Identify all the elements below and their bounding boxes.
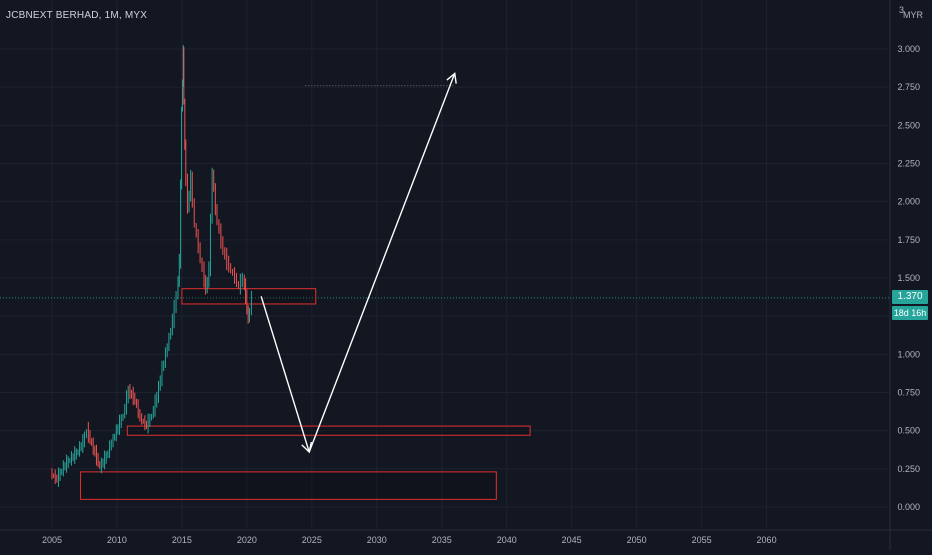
bar-countdown-badge: 18d 16h <box>892 306 928 320</box>
zone-box <box>80 471 497 500</box>
x-tick-label: 2005 <box>42 535 62 545</box>
projection-arrows <box>260 72 457 454</box>
x-tick-label: 2060 <box>757 535 777 545</box>
x-tick-label: 2025 <box>302 535 322 545</box>
y-tick-label: 1.500 <box>897 273 920 283</box>
y-tick-label: 0.000 <box>897 502 920 512</box>
y-tick-label: 1.750 <box>897 235 920 245</box>
projection-arrow-up <box>308 72 457 453</box>
y-tick-label: 3.000 <box>897 44 920 54</box>
y-tick-label: 0.500 <box>897 426 920 436</box>
price-series <box>51 45 252 487</box>
zone-box <box>181 288 317 305</box>
zone-box <box>126 425 531 436</box>
y-tick-label: 2.750 <box>897 82 920 92</box>
x-axis[interactable]: 2005 2010 2015 2020 2025 2030 2035 2040 2045 2050… <box>42 535 777 545</box>
x-tick-label: 2045 <box>562 535 582 545</box>
x-tick-label: 2035 <box>432 535 452 545</box>
y-tick-label: 2.500 <box>897 120 920 130</box>
annotation-boxes <box>80 85 531 500</box>
symbol-title: JCBNEXT BERHAD, 1M, MYX <box>6 10 148 21</box>
x-tick-label: 2050 <box>627 535 647 545</box>
last-price-badge: 1.370 <box>892 290 928 304</box>
y-tick-label: 2.250 <box>897 159 920 169</box>
x-tick-label: 2055 <box>692 535 712 545</box>
y-tick-label: 2.000 <box>897 197 920 207</box>
x-tick-label: 2015 <box>172 535 192 545</box>
x-tick-label: 2010 <box>107 535 127 545</box>
y-tick-label: 0.750 <box>897 388 920 398</box>
projection-arrow-down <box>260 296 313 454</box>
x-tick-label: 2040 <box>497 535 517 545</box>
y-tick-label-top: 3 <box>899 5 904 15</box>
y-tick-label: 0.250 <box>897 464 920 474</box>
y-axis[interactable]: 0.000 0.250 0.500 0.750 1.000 1.500 1.750 2.000… <box>897 5 920 512</box>
x-tick-label: 2020 <box>237 535 257 545</box>
y-tick-label: 1.000 <box>897 349 920 359</box>
currency-label[interactable]: MYR <box>903 10 923 20</box>
x-tick-label: 2030 <box>367 535 387 545</box>
